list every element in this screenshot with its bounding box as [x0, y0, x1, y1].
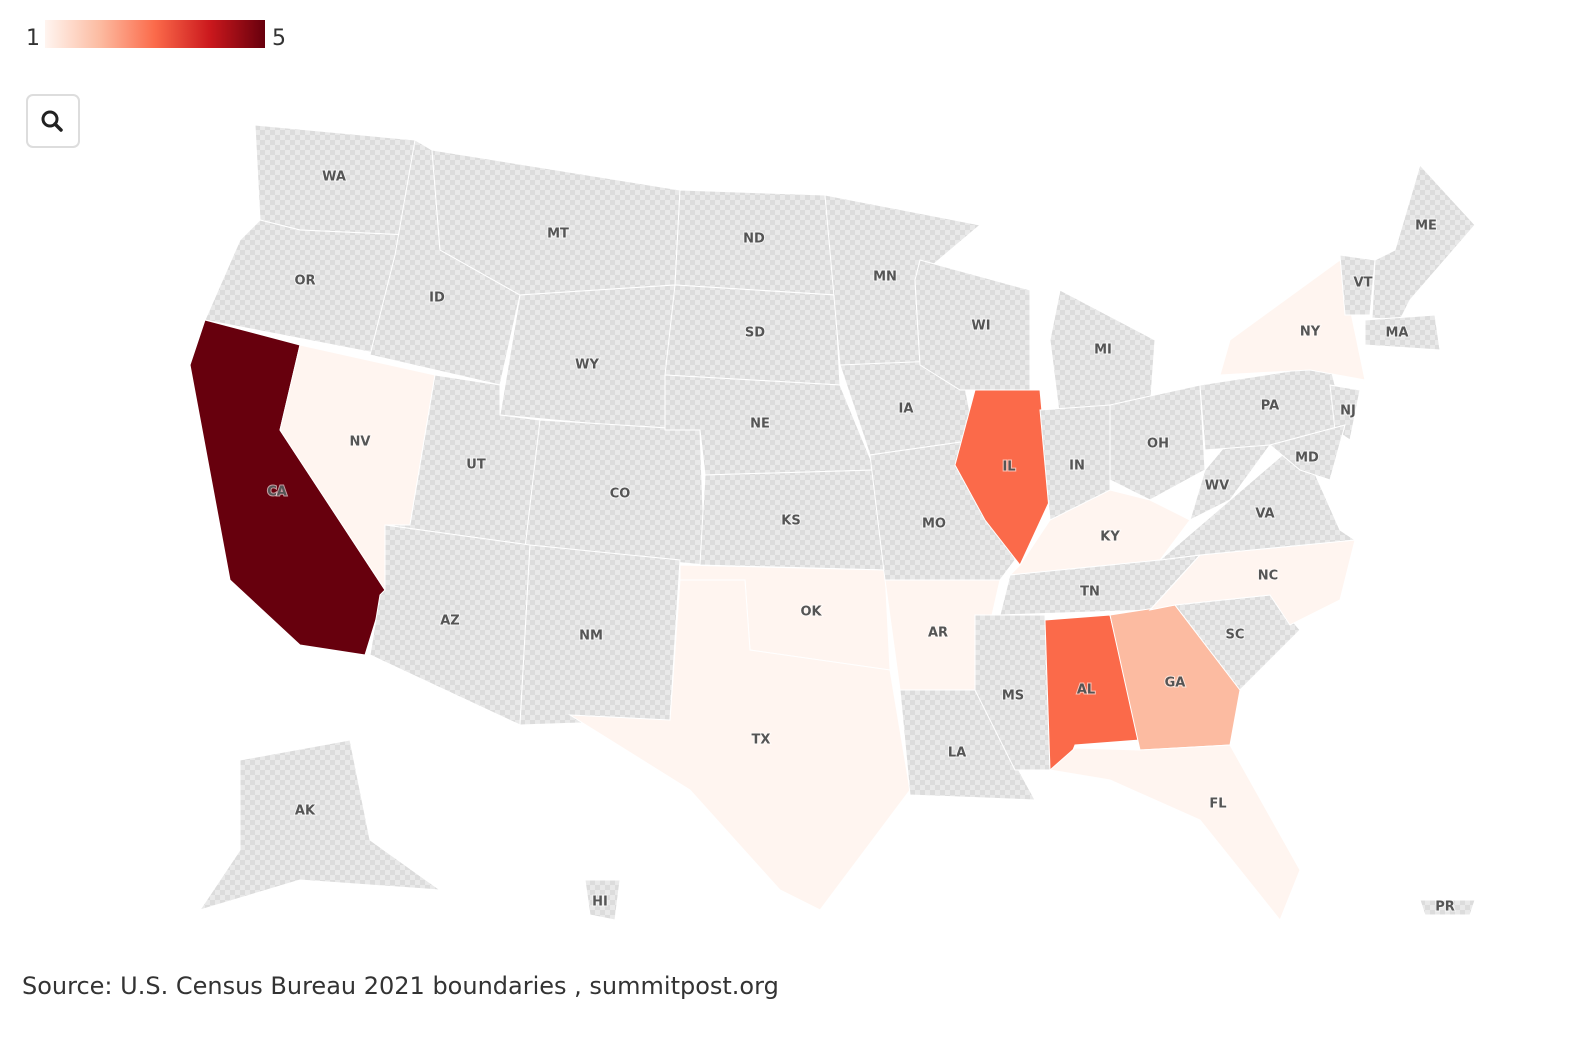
search-button[interactable] — [26, 94, 80, 148]
states — [189, 124, 1476, 921]
state-label: AL — [1077, 683, 1095, 698]
state-label: LA — [948, 746, 966, 761]
state-label: MD — [1295, 451, 1319, 466]
state — [914, 259, 1031, 391]
state-label: NE — [750, 417, 770, 432]
state-label: MO — [922, 517, 946, 532]
state-label: MI — [1094, 343, 1112, 358]
state — [198, 739, 442, 911]
state-label: ID — [429, 291, 445, 306]
state-label: SD — [745, 326, 765, 341]
state-label: CO — [610, 487, 631, 502]
state-label: SC — [1226, 628, 1245, 643]
state-label: IN — [1069, 459, 1085, 474]
state — [1268, 424, 1346, 481]
state-label: NM — [579, 629, 603, 644]
state-label: NY — [1300, 325, 1321, 340]
state — [568, 579, 911, 911]
state-label: MA — [1386, 326, 1409, 341]
source-note: Source: U.S. Census Bureau 2021 boundari… — [22, 972, 779, 1000]
state-label: PA — [1261, 399, 1279, 414]
state-label: MN — [873, 270, 897, 285]
state-label: OR — [294, 274, 315, 289]
state-label: VA — [1255, 507, 1274, 522]
state-label: IA — [899, 402, 914, 417]
state — [1329, 384, 1361, 441]
state — [1371, 164, 1476, 321]
state-label: TN — [1080, 585, 1100, 600]
state-label: VT — [1354, 276, 1373, 291]
state-label: WI — [971, 319, 990, 334]
state-label: PR — [1435, 900, 1455, 915]
state-label: AZ — [440, 614, 460, 629]
state-labels: WA OR CA NV ID MT WY UT CO AZ NM ND SD NE KS OK TX MN IA MO… — [266, 169, 1456, 916]
state-label: KY — [1100, 530, 1120, 545]
state-label: CA — [267, 485, 287, 500]
state-label: WA — [322, 170, 346, 185]
state-label: TX — [752, 733, 771, 748]
state — [1109, 384, 1206, 501]
legend-min: 1 — [26, 26, 40, 51]
legend-max: 5 — [272, 26, 286, 51]
state — [1219, 259, 1366, 381]
legend-gradient — [45, 20, 265, 48]
state-label: HI — [592, 895, 608, 910]
state-label: UT — [466, 458, 486, 473]
state-label: AK — [295, 804, 316, 819]
state-label: MS — [1002, 689, 1024, 704]
state — [584, 879, 621, 921]
state-label: MT — [547, 227, 569, 242]
state-label: IL — [1002, 460, 1015, 475]
state-label: NV — [350, 435, 371, 450]
state-label: FL — [1209, 797, 1226, 812]
state — [1364, 314, 1441, 351]
state-label: GA — [1165, 676, 1186, 691]
state-label: KS — [781, 514, 800, 529]
state-label: WY — [575, 358, 599, 373]
state-label: AR — [928, 626, 948, 641]
state — [1339, 254, 1376, 316]
state — [1048, 744, 1301, 921]
state-label: ND — [743, 232, 765, 247]
state-label: ME — [1415, 219, 1437, 234]
state-label: WV — [1205, 479, 1229, 494]
state-label: NJ — [1340, 404, 1356, 419]
state — [1419, 899, 1476, 916]
state-label: OK — [800, 605, 822, 620]
state — [899, 689, 1036, 801]
state-label: NC — [1258, 569, 1278, 584]
state — [974, 614, 1051, 771]
state-label: OH — [1147, 437, 1169, 452]
